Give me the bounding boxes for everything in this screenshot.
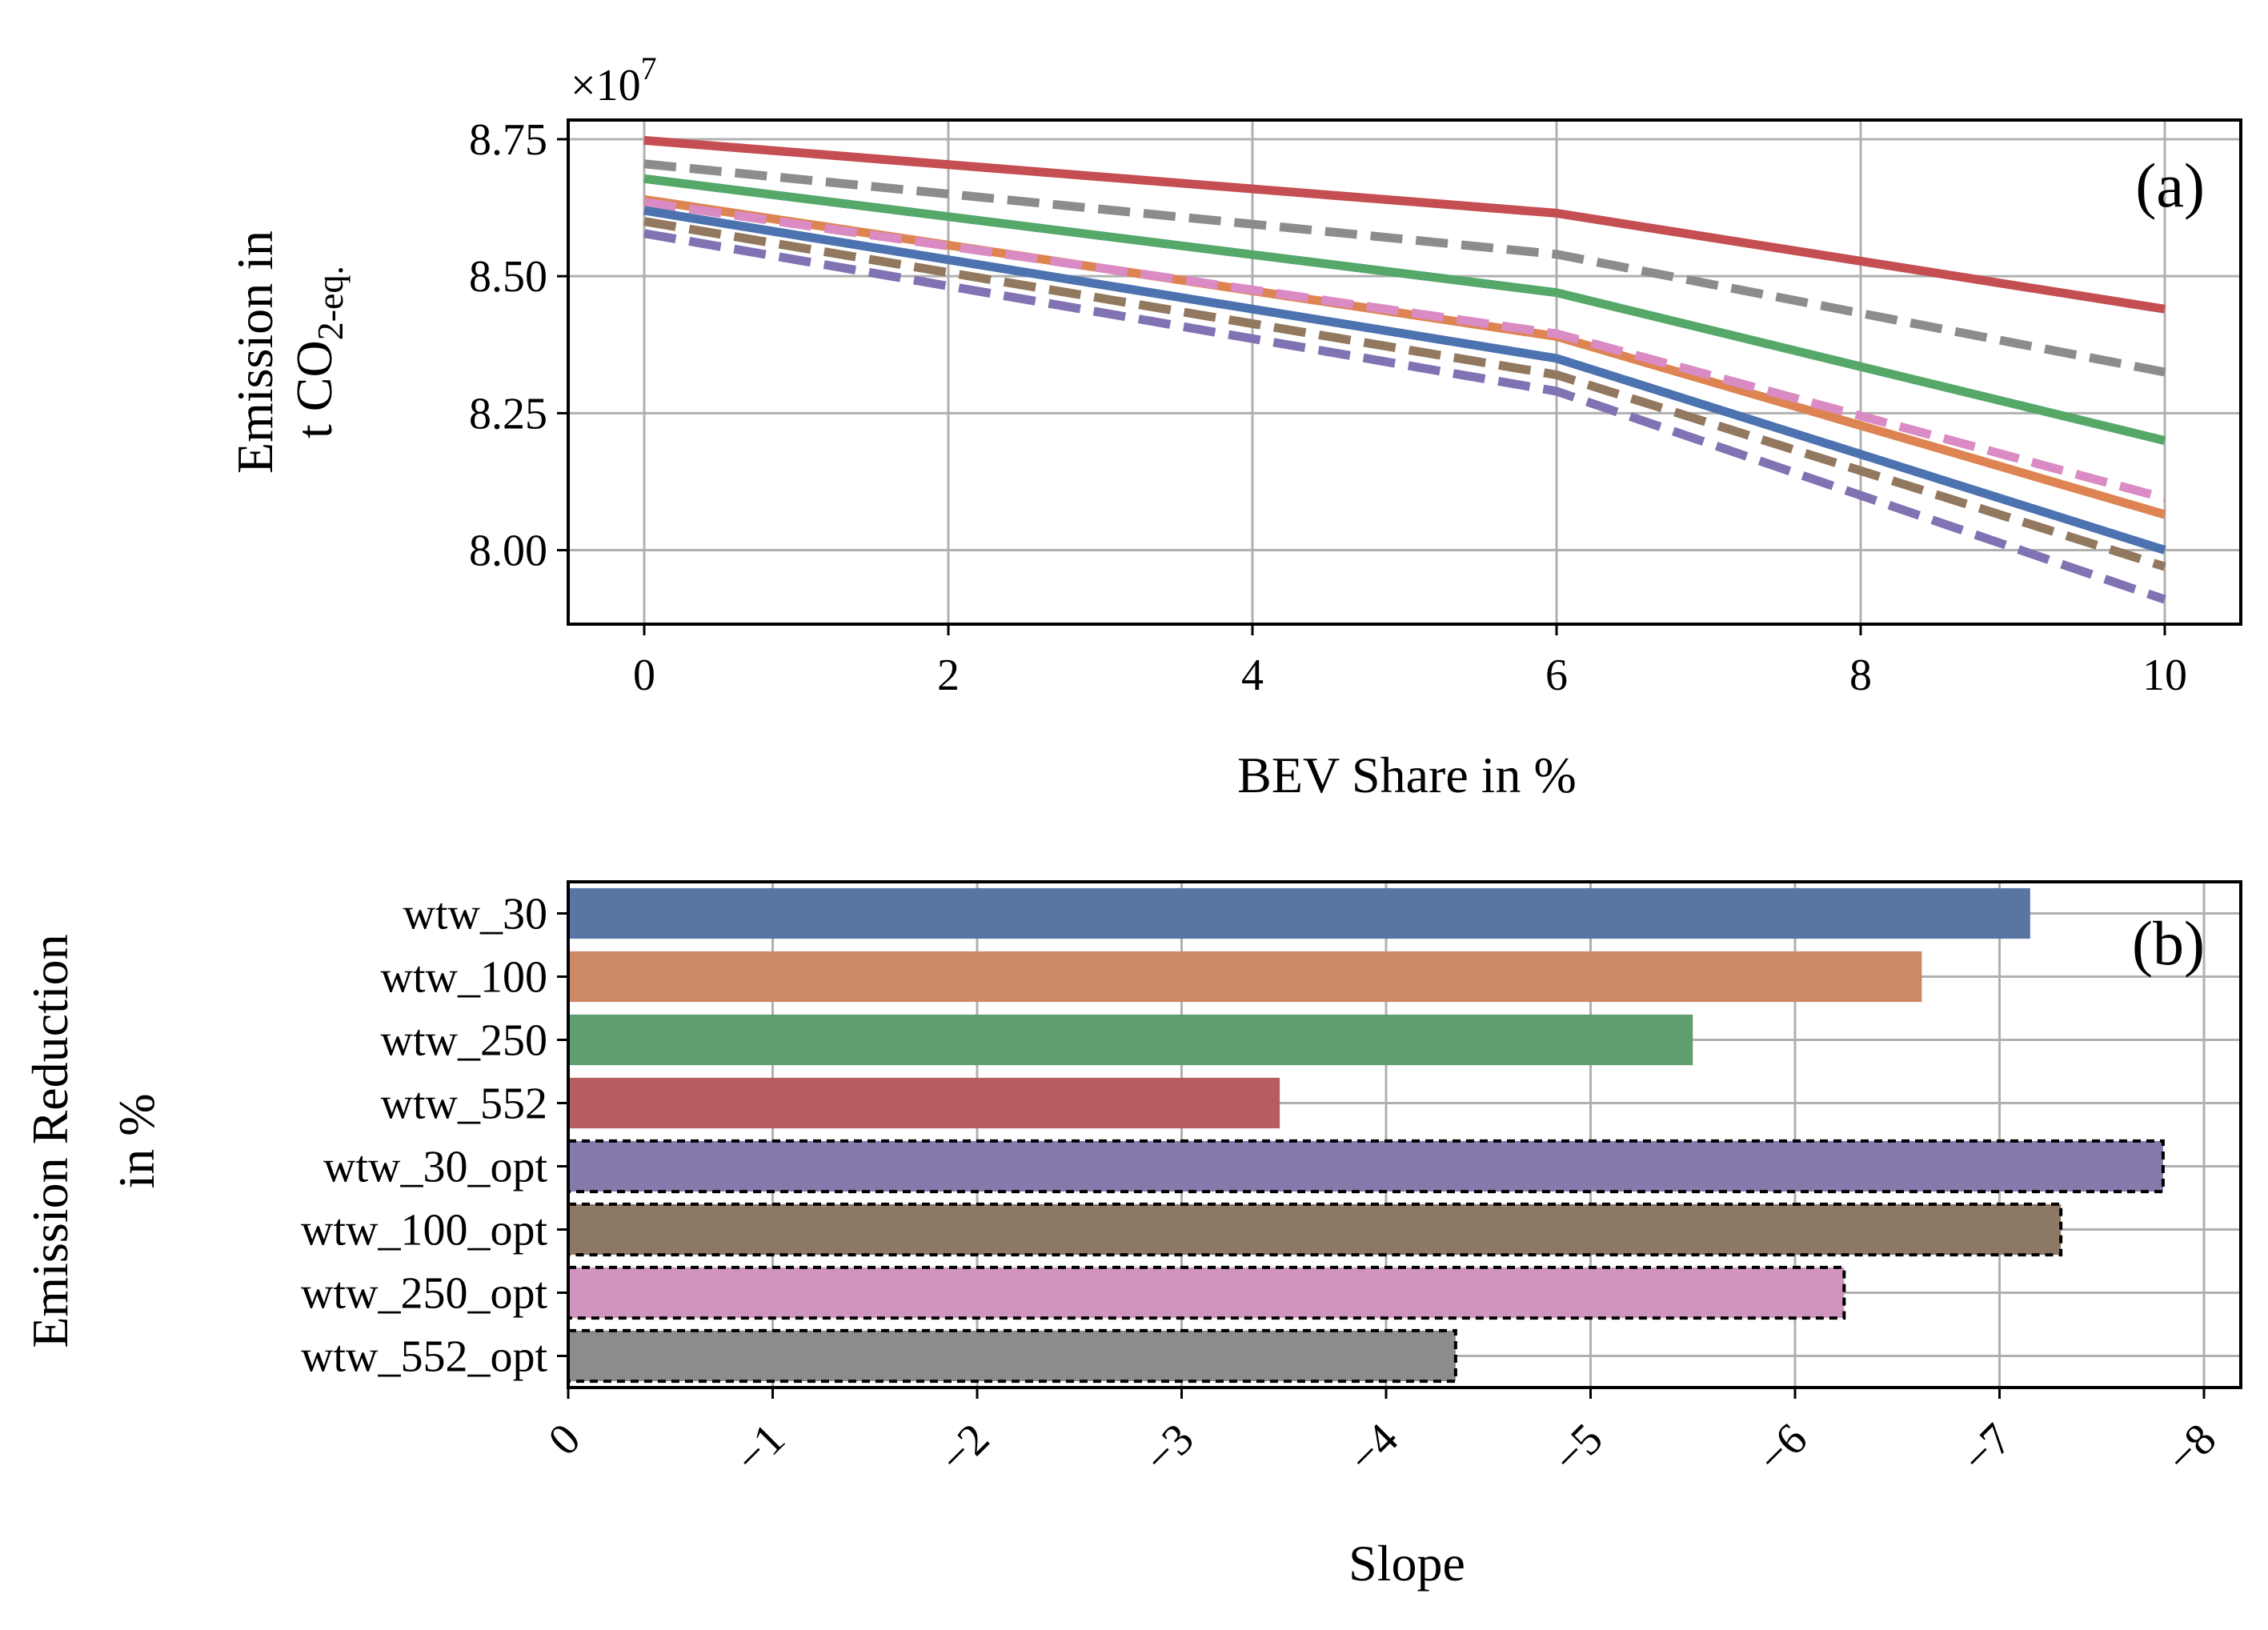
panel-b-y-label-line2: in % bbox=[108, 1093, 165, 1188]
bar-wtw-30-opt bbox=[567, 1139, 2165, 1194]
panel-a-x-axis-label: BEV Share in % bbox=[1237, 747, 1577, 803]
series-line-wtw-250-opt bbox=[643, 198, 2166, 503]
series-line-wtw-30 bbox=[643, 206, 2166, 555]
panel-a-y-axis-label: Emission in t CO2-eq. bbox=[226, 230, 351, 474]
panel-a-line-chart: 0 2 4 6 8 10 8.00 8.25 8.50 8.75 (a) ×107 BEV Sha… bbox=[226, 50, 2242, 803]
panel-b-category-label: wtw_552_opt bbox=[301, 1332, 547, 1382]
bar-wtw-552-opt bbox=[567, 1328, 1457, 1384]
series-line-wtw-552 bbox=[643, 135, 2166, 314]
bar-wtw-100-opt bbox=[567, 1202, 2063, 1257]
y-multiplier-exponent: 7 bbox=[641, 50, 657, 86]
panel-a-x-tick-label: 10 bbox=[2142, 651, 2187, 700]
panel-a-x-tick-label: 8 bbox=[1849, 651, 1872, 700]
panel-a-axes-frame bbox=[567, 118, 2242, 626]
panel-b-label: (b) bbox=[2132, 908, 2205, 978]
panel-a-y-label-line1: Emission in bbox=[226, 230, 283, 474]
panel-a-x-tick-label: 6 bbox=[1545, 651, 1568, 700]
series-line-wtw-250 bbox=[643, 174, 2166, 445]
panel-b-category-label: wtw_30 bbox=[403, 890, 547, 939]
series-line-wtw-100-opt bbox=[643, 217, 2166, 571]
panel-b-category-label: wtw_30_opt bbox=[323, 1143, 547, 1192]
series-line-wtw-552-opt bbox=[643, 159, 2166, 377]
panel-a-ticks: 0 2 4 6 8 10 8.00 8.25 8.50 8.75 bbox=[469, 115, 2187, 700]
panel-b-bars bbox=[567, 887, 2165, 1384]
bar-wtw-100 bbox=[568, 951, 1922, 1003]
panel-a-y-tick-label: 8.25 bbox=[469, 389, 547, 439]
panel-a-y-tick-label: 8.50 bbox=[469, 252, 547, 302]
panel-a-x-tick-label: 0 bbox=[633, 651, 655, 700]
series-line-wtw-30-opt bbox=[643, 229, 2166, 604]
panel-b-y-label-line1: Emission Reduction bbox=[22, 934, 78, 1348]
panel-b-axes-frame bbox=[567, 880, 2242, 1389]
panel-a-y-label-line2: t CO2-eq. bbox=[286, 266, 351, 439]
y-multiplier: ×107 bbox=[571, 50, 657, 110]
panel-a-y-tick-label: 8.75 bbox=[469, 115, 547, 165]
panel-a-x-tick-label: 4 bbox=[1241, 651, 1264, 700]
bar-wtw-552 bbox=[568, 1077, 1280, 1129]
panel-b-category-label: wtw_100 bbox=[381, 953, 547, 1003]
panel-a-x-tick-label: 2 bbox=[937, 651, 960, 700]
panel-b-x-axis-label: Slope bbox=[1348, 1535, 1465, 1592]
panel-b-y-axis-label: Emission Reduction in % bbox=[22, 934, 165, 1348]
panel-a-y-tick-label: 8.00 bbox=[469, 527, 547, 576]
panel-b-category-label: wtw_100_opt bbox=[301, 1206, 547, 1256]
bar-wtw-250-opt bbox=[567, 1265, 1846, 1320]
panel-a-y-label-co: t CO bbox=[286, 340, 343, 439]
panel-a-label: (a) bbox=[2135, 150, 2205, 220]
panel-b-category-label: wtw_250 bbox=[381, 1016, 547, 1066]
bar-wtw-30 bbox=[568, 887, 2030, 939]
panel-b-category-label: wtw_250_opt bbox=[301, 1269, 547, 1319]
panel-a-series-lines bbox=[643, 135, 2166, 604]
y-multiplier-prefix: ×10 bbox=[571, 61, 641, 110]
panel-b-category-label: wtw_552 bbox=[381, 1079, 547, 1129]
panel-a-y-label-subscript: 2-eq. bbox=[310, 266, 351, 340]
bar-wtw-250 bbox=[568, 1014, 1693, 1066]
